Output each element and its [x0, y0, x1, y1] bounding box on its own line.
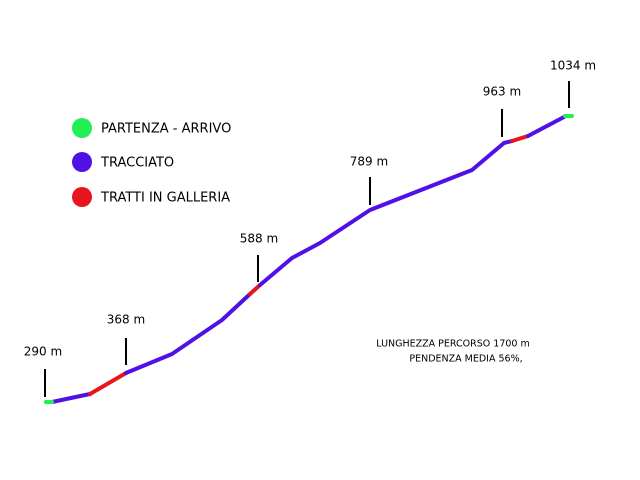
legend-label: TRACCIATO: [100, 156, 174, 171]
tunnel-segment: [88, 371, 128, 396]
legend-swatch: [72, 118, 92, 138]
legend-swatch: [72, 152, 92, 172]
legend: PARTENZA - ARRIVO TRACCIATO TRATTI IN GA…: [72, 118, 231, 207]
elevation-label: 1034 m: [550, 59, 596, 73]
route-segment: [526, 115, 566, 138]
route-length: LUNGHEZZA PERCORSO 1700 m: [376, 339, 529, 350]
elevation-markers: 290 m 368 m 588 m 789 m 963 m 1034 m: [24, 59, 596, 397]
elevation-label: 963 m: [483, 85, 521, 99]
legend-label: PARTENZA - ARRIVO: [101, 122, 231, 137]
average-slope: PENDENZA MEDIA 56%,: [409, 354, 522, 365]
route-segment: [258, 139, 514, 287]
elevation-label: 290 m: [24, 345, 62, 359]
route: [44, 114, 574, 404]
elevation-label: 588 m: [240, 232, 278, 246]
elevation-label: 789 m: [350, 155, 388, 169]
route-segment: [124, 292, 252, 375]
tunnel-segment: [248, 283, 262, 296]
legend-label: TRATTI IN GALLERIA: [100, 191, 230, 206]
legend-swatch: [72, 187, 92, 207]
route-segment: [50, 392, 92, 404]
elevation-label: 368 m: [107, 313, 145, 327]
tunnel-segment: [510, 134, 530, 143]
